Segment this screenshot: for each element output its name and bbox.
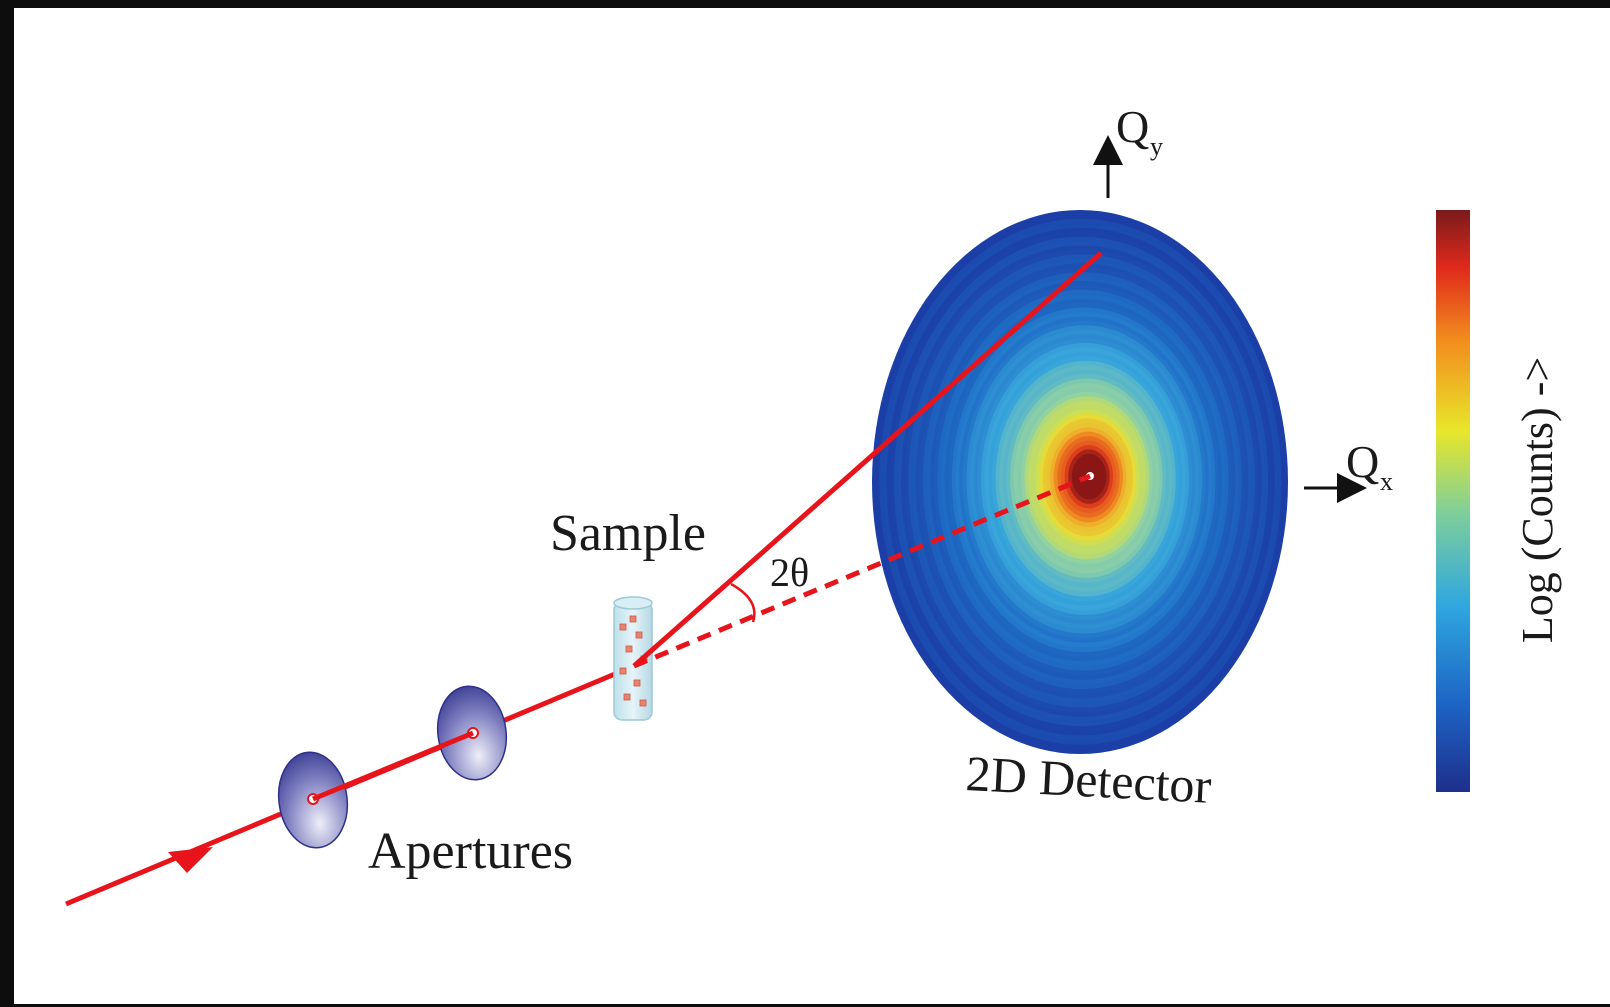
two-theta-arc (730, 582, 756, 623)
scattered-beam (632, 251, 1103, 668)
colorbar-label: Log (Counts) -> (1513, 357, 1562, 643)
apertures-label: Apertures (368, 823, 573, 880)
detector-label: 2D Detector (964, 745, 1213, 814)
beam-segment (312, 730, 474, 802)
detector-disc (872, 210, 1288, 754)
colorbar (1436, 210, 1470, 792)
qx-label: Q (1346, 436, 1379, 487)
beam-direction-arrow-icon (168, 847, 213, 873)
qy-label: Q (1116, 101, 1149, 152)
two-theta-label: 2θ (770, 550, 809, 595)
aperture-1 (277, 751, 349, 849)
sample-label: Sample (550, 505, 706, 562)
qy-subscript: y (1150, 132, 1163, 161)
direct-beam-dashed (633, 473, 1091, 669)
qx-subscript: x (1380, 467, 1393, 496)
sample-tube (613, 596, 653, 721)
